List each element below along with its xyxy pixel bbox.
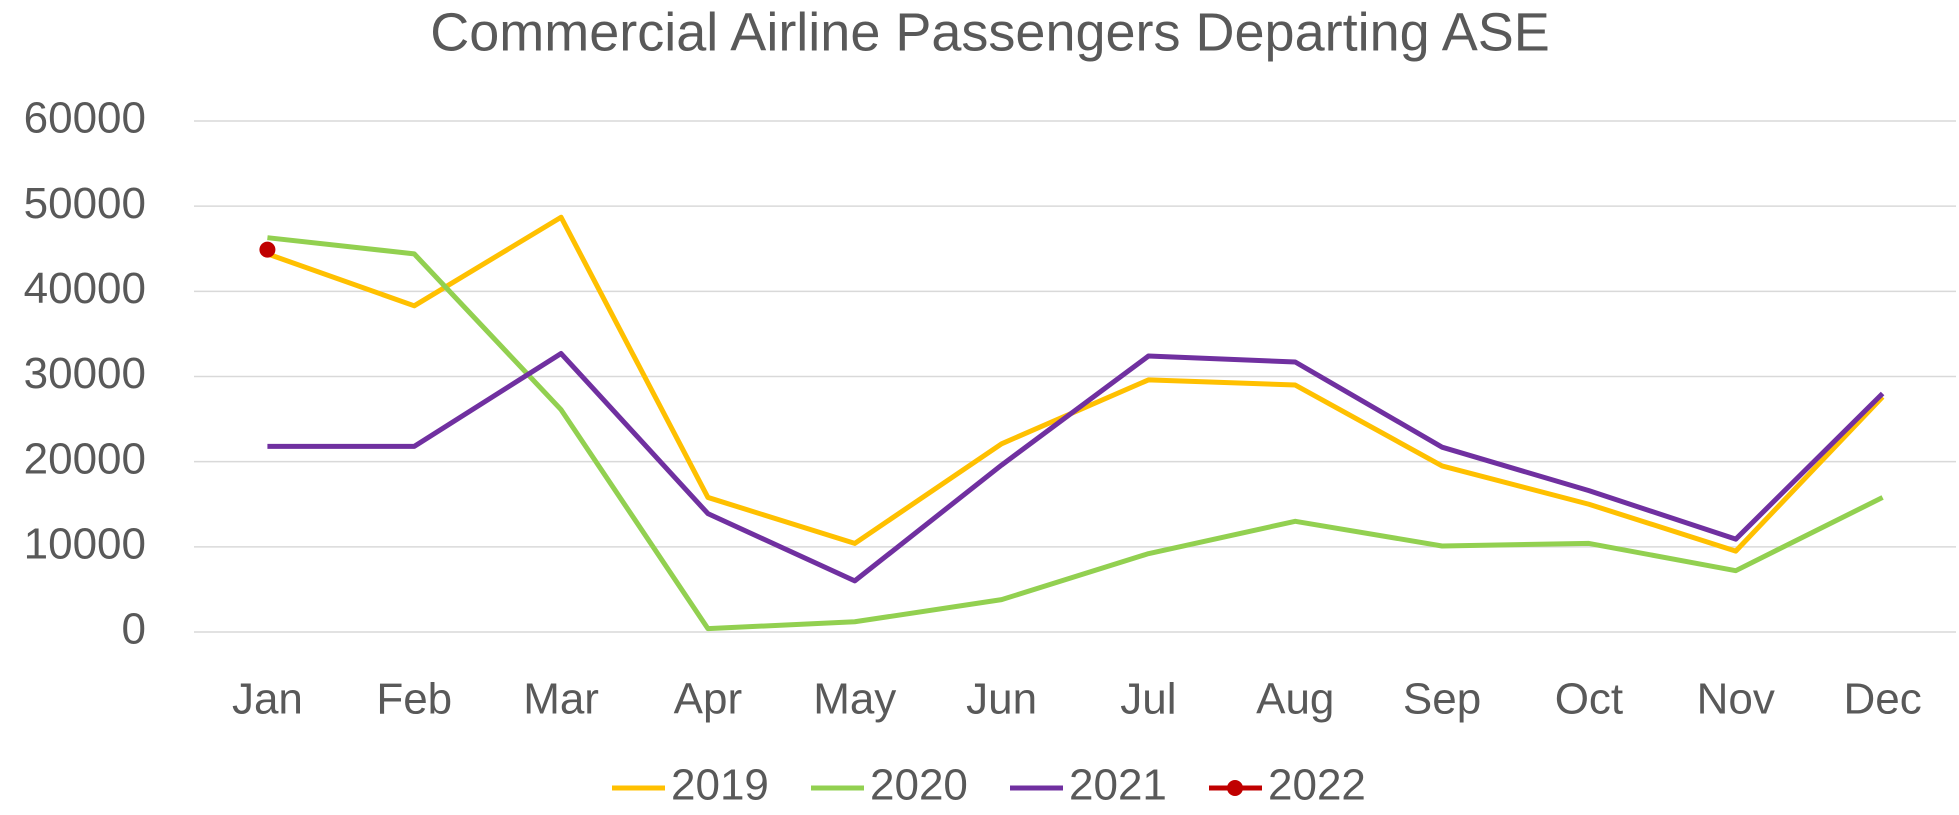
x-tick-label: Jul <box>1120 675 1176 724</box>
x-tick-label: Jan <box>232 675 303 724</box>
x-tick-label: Sep <box>1403 675 1481 724</box>
chart-title: Commercial Airline Passengers Departing … <box>430 2 1550 62</box>
legend-label: 2020 <box>870 761 968 810</box>
x-tick-label: Jun <box>966 675 1037 724</box>
y-tick-label: 50000 <box>24 179 146 228</box>
y-tick-label: 30000 <box>24 349 146 398</box>
y-tick-label: 20000 <box>24 434 146 483</box>
point <box>259 241 276 258</box>
series-line <box>267 351 1885 584</box>
legend-label: 2022 <box>1268 761 1366 810</box>
legend-label: 2019 <box>671 761 769 810</box>
x-tick-label: Nov <box>1697 675 1775 724</box>
x-tick-label: Mar <box>523 675 599 724</box>
legend-marker <box>1227 780 1243 796</box>
y-tick-label: 40000 <box>24 264 146 313</box>
x-tick-label: Oct <box>1555 675 1623 724</box>
legend-label: 2021 <box>1069 761 1167 810</box>
x-tick-label: Apr <box>674 675 742 724</box>
series-line <box>267 235 1884 632</box>
x-tick-label: Dec <box>1843 675 1921 724</box>
x-tick-label: Aug <box>1256 675 1334 724</box>
x-tick-label: May <box>813 675 896 724</box>
y-tick-label: 0 <box>122 605 146 654</box>
x-tick-label: Feb <box>376 675 452 724</box>
y-tick-label: 60000 <box>24 94 146 143</box>
y-tick-label: 10000 <box>24 519 146 568</box>
